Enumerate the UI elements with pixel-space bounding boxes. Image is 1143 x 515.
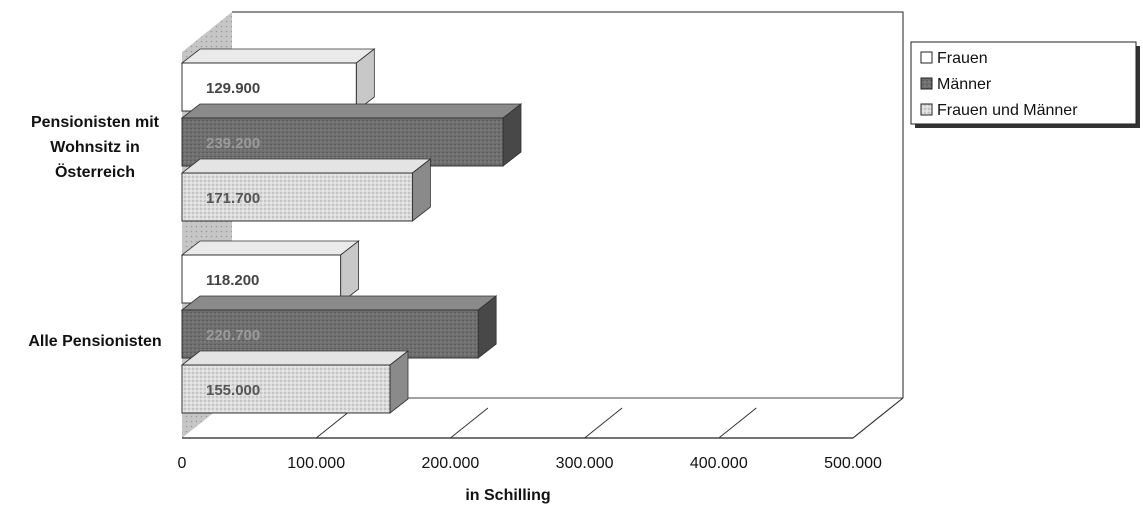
- bar: 171.700: [180, 158, 432, 222]
- bar-top-face: [180, 103, 523, 119]
- legend-label: Frauen und Männer: [937, 102, 1078, 119]
- legend-swatch: [920, 103, 933, 116]
- x-tick-label: 300.000: [556, 455, 614, 472]
- legend-box: [910, 41, 1137, 125]
- floor-grid-line: [852, 407, 891, 439]
- bar-front-face: [181, 309, 479, 359]
- legend-swatch: [920, 51, 933, 64]
- bar-front-face: [181, 364, 391, 414]
- bar-value-label: 155.000: [206, 382, 260, 399]
- category-label: Österreich: [55, 162, 135, 181]
- x-tick-label: 100.000: [287, 455, 345, 472]
- bar-value-label: 220.700: [206, 327, 260, 344]
- floor-grid-line: [450, 407, 489, 439]
- bar: 129.900: [180, 48, 376, 112]
- x-tick-label: 200.000: [421, 455, 479, 472]
- bar-value-label: 118.200: [206, 272, 259, 289]
- bar-top-face: [180, 240, 360, 256]
- category-label: Wohnsitz in: [50, 139, 139, 156]
- bar-top-face: [180, 295, 498, 311]
- x-axis-ticks: 0 100.000 200.000 300.000 400.000 500.000: [178, 455, 882, 472]
- x-axis-title: in Schilling: [465, 487, 550, 504]
- category-labels: Pensionisten mit Wohnsitz in Österreich All…: [28, 114, 161, 350]
- x-tick-label: 500.000: [824, 455, 882, 472]
- x-tick-label: 400.000: [690, 455, 748, 472]
- bar-top-face: [180, 158, 432, 174]
- legend-swatch: [920, 77, 933, 90]
- legend-label: Männer: [937, 76, 992, 93]
- bar: 220.700: [180, 295, 498, 359]
- bar: 118.200: [180, 240, 360, 304]
- x-tick-label: 0: [178, 455, 187, 472]
- floor-grid-line: [718, 407, 757, 439]
- bar-value-label: 171.700: [206, 190, 260, 207]
- category-label: Alle Pensionisten: [28, 333, 161, 350]
- legend: Frauen Männer Frauen und Männer: [910, 41, 1140, 128]
- category-label: Pensionisten mit: [31, 114, 160, 131]
- legend-label: Frauen: [937, 50, 988, 67]
- bar-value-label: 129.900: [206, 80, 260, 97]
- bar: 239.200: [180, 103, 523, 167]
- bar-front-face: [181, 117, 504, 167]
- bar: 155.000: [180, 350, 410, 414]
- floor-grid-line: [584, 407, 623, 439]
- bar-top-face: [180, 350, 410, 366]
- bar-value-label: 239.200: [206, 135, 260, 152]
- bar-top-face: [180, 48, 376, 64]
- bars-group: 129.900 239.200 171.700 118.200 220.700 155.0…: [180, 48, 523, 414]
- back-wall-border: [232, 11, 904, 398]
- bar-front-face: [181, 172, 413, 222]
- floor-grid: [315, 407, 891, 439]
- bar-front-face: [181, 254, 342, 304]
